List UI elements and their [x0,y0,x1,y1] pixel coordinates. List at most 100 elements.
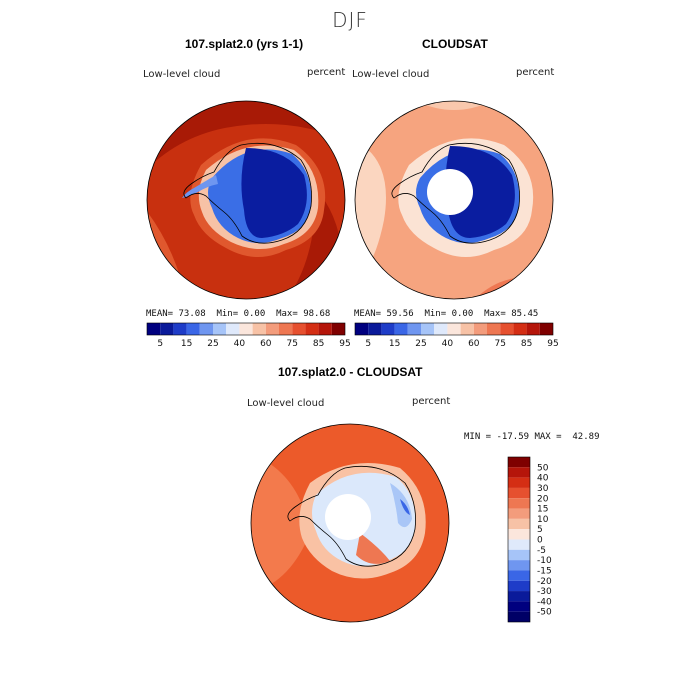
obs-field-label: Low-level cloud [352,69,430,80]
colorbar-swatch [487,323,501,335]
colorbar-tick-label: 5 [157,339,163,349]
colorbar-swatch [508,611,530,622]
colorbar-swatch [265,323,279,335]
colorbar-tick-label: 75 [494,339,505,349]
obs-pole-hole [427,169,473,215]
diff-field-label: Low-level cloud [247,398,325,409]
colorbar-swatch [513,323,527,335]
colorbar-swatch [460,323,474,335]
obs-panel-title: CLOUDSAT [422,37,488,51]
colorbar-swatch [447,323,461,335]
diff-units-label: percent [412,396,451,407]
obs-min-value: 0.00 [451,309,474,319]
colorbar-swatch [279,323,293,335]
colorbar-tick-label: 95 [339,339,350,349]
model-units-label: percent [307,67,346,78]
colorbar-tick-label: 30 [537,484,549,494]
colorbar-tick-label: -50 [537,608,552,618]
diff-max-value: 42.89 [572,432,600,442]
diff-panel-title: 107.splat2.0 - CLOUDSAT [278,365,423,379]
colorbar-swatch [508,508,530,519]
colorbar-swatch [539,323,553,335]
colorbar-tick-label: 40 [537,474,549,484]
obs-land [445,146,515,238]
colorbar-swatch [381,323,395,335]
colorbar-swatch [355,323,369,335]
colorbar-tick-label: -40 [537,597,552,607]
diff-pole-hole [325,494,371,540]
colorbar-tick-label: 85 [521,339,532,349]
obs-max-value: 85.45 [511,309,539,319]
colorbar-swatch [368,323,382,335]
min-label: Min= [216,309,239,319]
colorbar-swatch [508,467,530,478]
mean-label: MEAN= [354,309,382,319]
colorbar-swatch [160,323,174,335]
colorbar-swatch [508,570,530,581]
obs-colorbar: 5 15 25 40 60 75 85 95 [354,322,559,349]
colorbar-swatch [421,323,435,335]
model-ocean-patch [147,101,345,170]
diff-coastline [287,465,416,567]
colorbar-swatch [331,323,345,335]
colorbar-tick-label: 20 [537,494,549,504]
colorbar-tick-label: 5 [365,339,371,349]
colorbar-tick-label: -10 [537,556,552,566]
obs-map [354,100,554,300]
colorbar-swatch [199,323,213,335]
colorbar-swatch [292,323,306,335]
colorbar-tick-label: 5 [537,525,543,535]
max-label: Max= [484,309,506,319]
colorbar-swatch [508,560,530,571]
model-stats: MEAN= 73.08 Min= 0.00 Max= 98.68 [146,309,330,319]
colorbar-tick-label: -30 [537,587,552,597]
colorbar-swatch [394,323,408,335]
colorbar-tick-label: 15 [181,339,192,349]
colorbar-swatch [318,323,332,335]
model-max-value: 98.68 [303,309,331,319]
colorbar-tick-label: 60 [260,339,272,349]
model-coastline [183,142,312,244]
colorbar-swatch [508,529,530,540]
colorbar-tick-label: 10 [537,515,549,525]
max-label-upper: MAX = [534,432,562,442]
colorbar-tick-label: 25 [207,339,218,349]
colorbar-swatch [305,323,319,335]
obs-coastline [391,142,520,244]
colorbar-tick-label: 25 [415,339,426,349]
obs-mean-value: 59.56 [386,309,414,319]
colorbar-swatch [473,323,487,335]
colorbar-swatch [508,580,530,592]
mean-label: MEAN= [146,309,174,319]
colorbar-tick-label: -20 [537,577,552,587]
colorbar-swatch [508,457,530,468]
diff-land-edge [400,499,410,515]
colorbar-swatch [226,323,240,335]
colorbar-tick-label: 60 [468,339,480,349]
colorbar-swatch [252,323,266,335]
colorbar-tick-label: 95 [547,339,558,349]
diff-ocean-patch [251,453,310,593]
colorbar-swatch [508,498,530,509]
colorbar-tick-label: 40 [442,339,454,349]
colorbar-tick-label: 0 [537,536,543,546]
colorbar-tick-label: 50 [537,463,549,473]
colorbar-swatch [508,487,530,499]
min-label: Min= [424,309,447,319]
colorbar-swatch [526,323,540,335]
model-land [241,148,307,238]
colorbar-swatch [508,549,530,561]
colorbar-swatch [173,323,187,335]
max-label: Max= [276,309,298,319]
colorbar-swatch [508,601,530,612]
colorbar-swatch [407,323,421,335]
colorbar-swatch [500,323,514,335]
colorbar-tick-label: 75 [286,339,297,349]
colorbar-swatch [508,477,530,488]
model-min-value: 0.00 [243,309,266,319]
colorbar-tick-label: -15 [537,566,552,576]
colorbar-swatch [508,518,530,530]
colorbar-swatch [434,323,448,335]
diff-map [250,423,450,623]
